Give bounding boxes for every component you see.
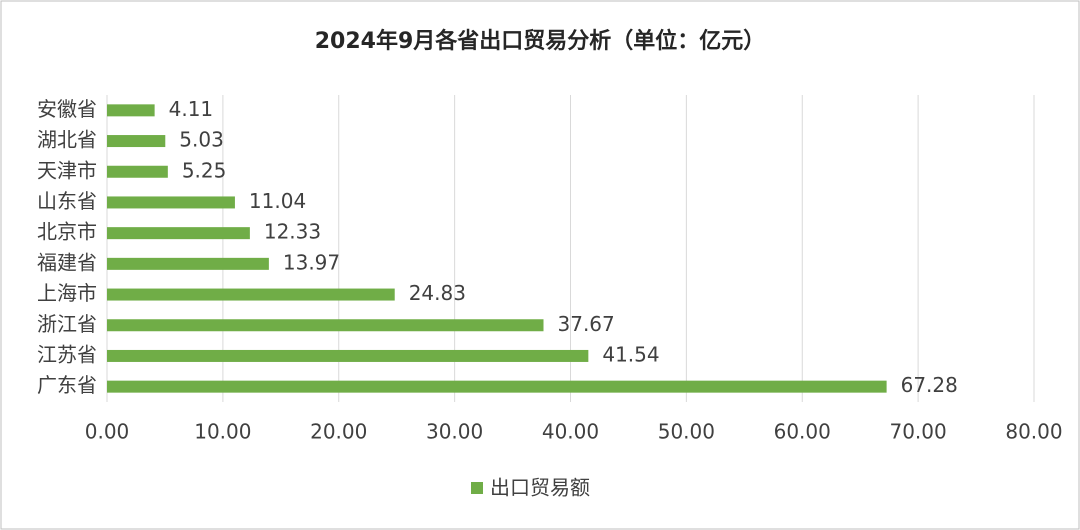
y-tick-label: 上海市 bbox=[37, 281, 97, 305]
x-tick-label: 50.00 bbox=[658, 420, 715, 444]
value-label: 4.11 bbox=[169, 97, 214, 121]
value-label: 41.54 bbox=[602, 342, 659, 366]
bar bbox=[107, 165, 168, 178]
value-label: 67.28 bbox=[901, 373, 958, 397]
y-tick-label: 广东省 bbox=[37, 373, 97, 397]
x-tick-label: 20.00 bbox=[310, 420, 367, 444]
value-label: 5.25 bbox=[182, 158, 227, 182]
bar bbox=[107, 257, 269, 270]
x-tick-label: 30.00 bbox=[426, 420, 483, 444]
value-label: 37.67 bbox=[558, 312, 615, 336]
y-tick-label: 天津市 bbox=[37, 158, 97, 182]
y-tick-label: 江苏省 bbox=[37, 342, 97, 366]
x-tick-label: 70.00 bbox=[889, 420, 946, 444]
x-tick-label: 40.00 bbox=[542, 420, 599, 444]
x-tick-label: 80.00 bbox=[1005, 420, 1062, 444]
bar bbox=[107, 349, 589, 362]
y-tick-label: 浙江省 bbox=[37, 312, 97, 336]
bar bbox=[107, 380, 887, 393]
y-tick-label: 湖北省 bbox=[37, 128, 97, 152]
value-label: 11.04 bbox=[249, 189, 306, 213]
value-label: 12.33 bbox=[264, 220, 321, 244]
y-tick-label: 安徽省 bbox=[37, 97, 97, 121]
bar bbox=[107, 288, 395, 301]
bar bbox=[107, 196, 235, 209]
y-tick-label: 福建省 bbox=[37, 250, 97, 274]
bar bbox=[107, 104, 155, 117]
bar bbox=[107, 227, 250, 240]
value-label: 24.83 bbox=[409, 281, 466, 305]
bar bbox=[107, 135, 166, 148]
chart-title: 2024年9月各省出口贸易分析（单位：亿元） bbox=[315, 28, 766, 54]
x-tick-label: 60.00 bbox=[774, 420, 831, 444]
legend-swatch bbox=[471, 482, 483, 494]
y-tick-label: 北京市 bbox=[37, 220, 97, 244]
y-tick-label: 山东省 bbox=[37, 189, 97, 213]
bar bbox=[107, 319, 544, 332]
legend-label: 出口贸易额 bbox=[490, 476, 590, 500]
x-tick-label: 0.00 bbox=[85, 420, 130, 444]
x-tick-label: 10.00 bbox=[194, 420, 251, 444]
value-label: 5.03 bbox=[179, 128, 224, 152]
value-label: 13.97 bbox=[283, 250, 340, 274]
